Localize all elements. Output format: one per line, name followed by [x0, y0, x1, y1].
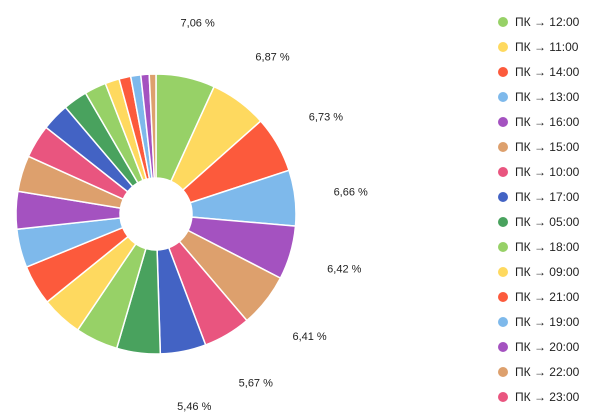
legend-label: ПК → 22:00: [515, 364, 580, 379]
slice-label-6: 5,67 %: [239, 378, 273, 390]
legend-swatch-icon: [498, 116, 508, 127]
legend-swatch-icon: [498, 391, 508, 402]
legend-label: ПК → 23:00: [515, 389, 580, 404]
legend-label: ПК → 17:00: [515, 189, 580, 204]
legend-swatch-icon: [498, 166, 508, 177]
slice-label-0: 7,06 %: [181, 17, 215, 29]
legend-item-13[interactable]: ПК → 20:00: [498, 334, 594, 359]
legend-item-12[interactable]: ПК → 19:00: [498, 309, 594, 334]
legend-label: ПК → 15:00: [515, 139, 580, 154]
legend-item-10[interactable]: ПК → 09:00: [498, 259, 594, 284]
legend-swatch-icon: [498, 41, 508, 52]
slice-23[interactable]: [148, 73, 157, 179]
slice-label-2: 6,73 %: [309, 111, 343, 123]
legend-item-3[interactable]: ПК → 13:00: [498, 84, 594, 109]
legend-swatch-icon: [498, 366, 508, 377]
legend-label: ПК → 14:00: [515, 64, 580, 79]
legend-swatch-icon: [498, 341, 508, 352]
legend-item-2[interactable]: ПК → 14:00: [498, 59, 594, 84]
slice-label-7: 5,46 %: [177, 401, 211, 412]
chart-legend: ПК → 12:00 ПК → 11:00 ПК → 14:00 ПК → 13:00…: [498, 9, 594, 409]
legend-item-11[interactable]: ПК → 21:00: [498, 284, 594, 309]
slice-label-3: 6,66 %: [334, 186, 368, 198]
legend-swatch-icon: [498, 216, 508, 227]
legend-swatch-icon: [498, 66, 508, 77]
legend-label: ПК → 11:00: [515, 39, 579, 54]
legend-label: ПК → 19:00: [515, 314, 580, 329]
legend-item-7[interactable]: ПК → 17:00: [498, 184, 594, 209]
legend-swatch-icon: [498, 266, 508, 277]
legend-label: ПК → 18:00: [515, 239, 580, 254]
legend-item-5[interactable]: ПК → 15:00: [498, 134, 594, 159]
legend-item-6[interactable]: ПК → 10:00: [498, 159, 594, 184]
legend-item-15[interactable]: ПК → 23:00: [498, 384, 594, 409]
legend-label: ПК → 10:00: [515, 164, 580, 179]
legend-label: ПК → 20:00: [515, 339, 580, 354]
legend-swatch-icon: [498, 191, 508, 202]
donut-chart: 7,06 % 6,87 % 6,73 % 6,66 % 6,42 % 6,41 % 5,67…: [15, 17, 368, 412]
legend-swatch-icon: [498, 241, 508, 252]
legend-label: ПК → 21:00: [515, 289, 580, 304]
legend-item-1[interactable]: ПК → 11:00: [498, 34, 594, 59]
legend-label: ПК → 12:00: [515, 14, 580, 29]
legend-label: ПК → 09:00: [515, 264, 580, 279]
legend-swatch-icon: [498, 316, 508, 327]
legend-label: ПК → 05:00: [515, 214, 580, 229]
legend-swatch-icon: [498, 141, 508, 152]
slice-label-1: 6,87 %: [255, 51, 289, 63]
slice-label-5: 6,41 %: [292, 331, 326, 343]
legend-swatch-icon: [498, 291, 508, 302]
legend-swatch-icon: [498, 91, 508, 102]
donut-svg: 7,06 % 6,87 % 6,73 % 6,66 % 6,42 % 6,41 % 5,67…: [15, 17, 368, 412]
legend-item-8[interactable]: ПК → 05:00: [498, 209, 594, 234]
legend-label: ПК → 16:00: [515, 114, 580, 129]
legend-item-9[interactable]: ПК → 18:00: [498, 234, 594, 259]
legend-item-4[interactable]: ПК → 16:00: [498, 109, 594, 134]
legend-item-0[interactable]: ПК → 12:00: [498, 9, 594, 34]
legend-item-14[interactable]: ПК → 22:00: [498, 359, 594, 384]
legend-swatch-icon: [498, 16, 508, 27]
legend-label: ПК → 13:00: [515, 89, 580, 104]
slice-label-4: 6,42 %: [327, 263, 361, 275]
